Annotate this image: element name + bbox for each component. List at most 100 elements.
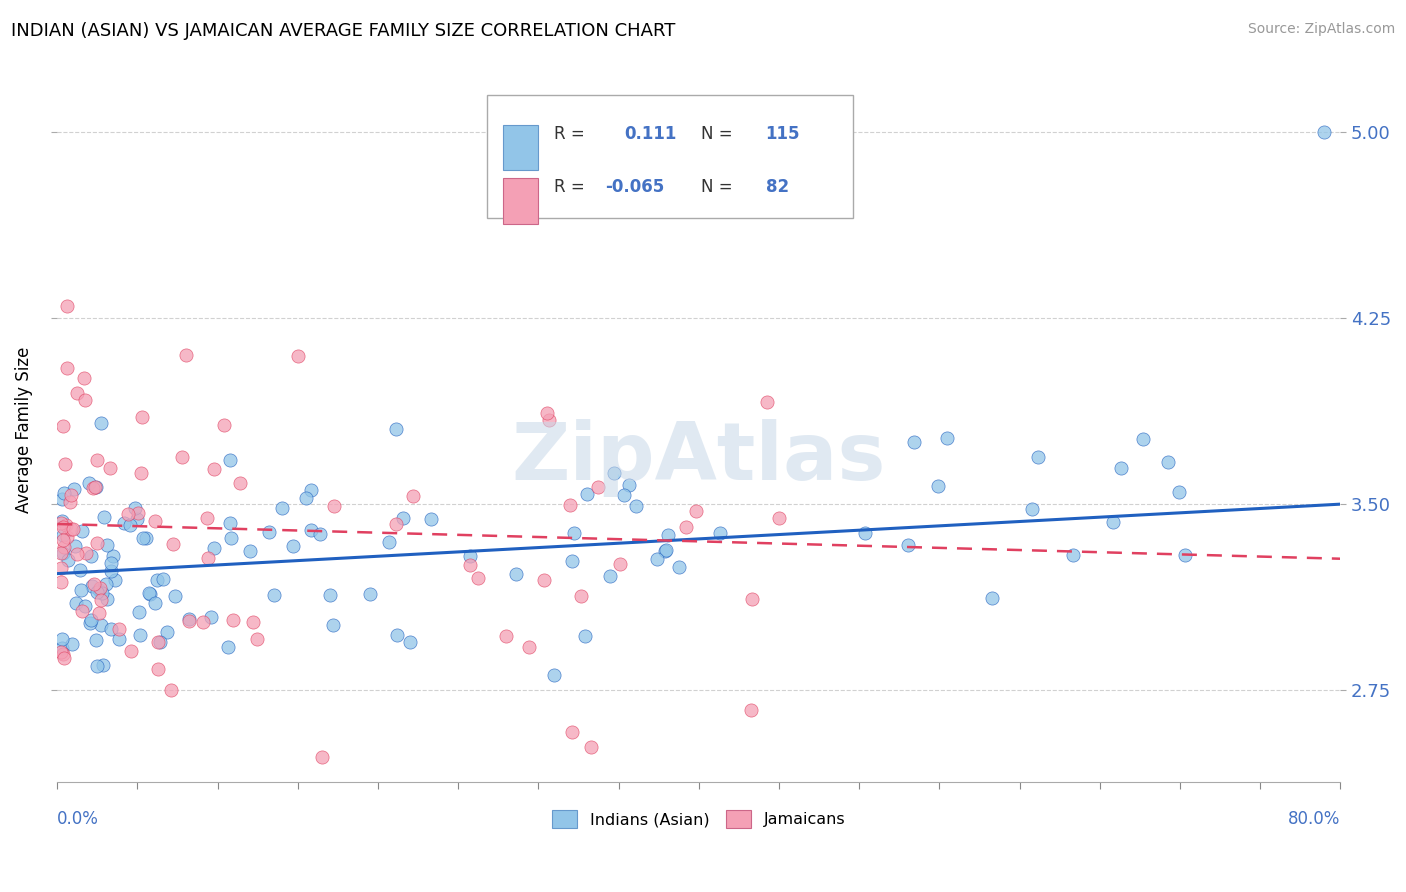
Point xyxy=(202,462,225,476)
Point xyxy=(1313,125,1336,139)
Point xyxy=(52,545,75,559)
Point xyxy=(1102,515,1125,529)
Legend: Indians (Asian), Jamaicans: Indians (Asian), Jamaicans xyxy=(546,804,852,834)
Point xyxy=(219,453,242,467)
Point xyxy=(52,418,75,433)
Point xyxy=(467,571,489,585)
Point xyxy=(624,499,647,513)
Point xyxy=(49,575,72,590)
Point xyxy=(146,573,169,587)
Point xyxy=(127,506,149,520)
Point xyxy=(1157,454,1180,468)
Text: 115: 115 xyxy=(765,125,800,143)
Point xyxy=(853,526,876,541)
Point xyxy=(100,564,122,578)
Point xyxy=(897,538,920,552)
Point xyxy=(107,632,129,646)
Point xyxy=(86,658,108,673)
Point xyxy=(229,476,252,491)
Point xyxy=(135,532,157,546)
Point xyxy=(239,544,262,558)
Point xyxy=(322,618,344,632)
Point xyxy=(124,500,146,515)
Point xyxy=(242,615,264,629)
Point xyxy=(128,605,150,619)
Text: R =: R = xyxy=(554,178,585,196)
Point xyxy=(1168,485,1191,500)
Point xyxy=(222,613,245,627)
Point xyxy=(77,475,100,490)
Point xyxy=(90,617,112,632)
Point xyxy=(160,682,183,697)
Point xyxy=(299,523,322,537)
Point xyxy=(609,557,631,571)
Point xyxy=(84,633,107,648)
Point xyxy=(90,416,112,430)
Text: R =: R = xyxy=(554,125,585,143)
Point xyxy=(138,585,160,599)
Point xyxy=(72,371,94,385)
Point xyxy=(98,460,121,475)
Point xyxy=(90,593,112,607)
Point xyxy=(579,740,602,755)
Point xyxy=(561,725,583,739)
Point xyxy=(709,526,731,541)
Point xyxy=(391,511,413,525)
Point xyxy=(536,406,558,420)
Point xyxy=(263,588,285,602)
Point xyxy=(927,479,949,493)
Point xyxy=(83,576,105,591)
Point xyxy=(903,434,925,449)
Point xyxy=(63,539,86,553)
Point xyxy=(685,504,707,518)
Point xyxy=(101,549,124,563)
Point xyxy=(259,524,281,539)
Point xyxy=(132,531,155,545)
Point xyxy=(82,481,104,495)
Point xyxy=(741,591,763,606)
Point xyxy=(543,667,565,681)
Point xyxy=(311,750,333,764)
Point xyxy=(756,395,779,409)
Point xyxy=(219,531,242,545)
Point xyxy=(62,522,84,536)
Point xyxy=(200,610,222,624)
Point xyxy=(146,662,169,676)
Text: 80.0%: 80.0% xyxy=(1288,810,1340,828)
Point xyxy=(654,544,676,558)
Point xyxy=(558,498,581,512)
Point xyxy=(84,480,107,494)
Point xyxy=(612,488,634,502)
Point xyxy=(1132,432,1154,446)
Point xyxy=(561,554,583,568)
Point xyxy=(93,509,115,524)
Point xyxy=(118,517,141,532)
Point xyxy=(80,579,103,593)
Point xyxy=(96,592,118,607)
Point xyxy=(49,645,72,659)
Point xyxy=(49,561,72,575)
Point xyxy=(51,492,73,507)
Point xyxy=(162,537,184,551)
Point xyxy=(127,512,149,526)
Text: INDIAN (ASIAN) VS JAMAICAN AVERAGE FAMILY SIZE CORRELATION CHART: INDIAN (ASIAN) VS JAMAICAN AVERAGE FAMIL… xyxy=(11,22,676,40)
Point xyxy=(505,567,527,582)
Point xyxy=(143,514,166,528)
Point xyxy=(66,547,89,561)
Point xyxy=(586,480,609,494)
Point xyxy=(387,628,409,642)
Point xyxy=(655,543,678,558)
Point xyxy=(617,478,640,492)
Point xyxy=(65,597,87,611)
Point xyxy=(935,431,957,445)
Point xyxy=(319,588,342,602)
Text: 82: 82 xyxy=(765,178,789,196)
Point xyxy=(179,614,201,628)
Text: N =: N = xyxy=(702,125,733,143)
Point xyxy=(52,540,75,554)
Point xyxy=(399,635,422,649)
Point xyxy=(574,629,596,643)
Point xyxy=(495,629,517,643)
Point xyxy=(120,644,142,658)
Point xyxy=(52,520,75,534)
